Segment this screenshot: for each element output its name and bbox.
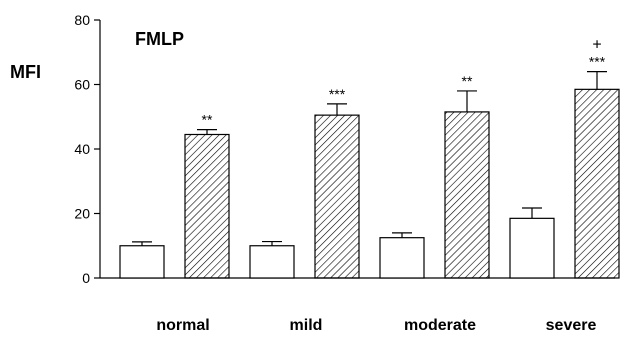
y-axis-label: MFI: [10, 62, 41, 82]
y-tick-label-40: 40: [74, 141, 90, 157]
category-label-normal: normal: [156, 317, 209, 334]
extra-mark-severe: +: [592, 37, 601, 54]
y-tick-label-0: 0: [82, 270, 90, 286]
category-labels: normal mild moderate severe: [156, 317, 596, 334]
bar-severe-hatched: [574, 88, 620, 279]
category-label-mild: mild: [290, 317, 323, 334]
chart-title: FMLP: [135, 29, 184, 49]
y-tick-label-20: 20: [74, 206, 90, 222]
bars-group: **********+: [119, 37, 620, 279]
significance-normal: **: [202, 112, 213, 128]
bar-moderate-plain: [379, 237, 425, 279]
bar-normal-hatched: [184, 133, 230, 279]
significance-mild: ***: [329, 86, 346, 102]
category-label-moderate: moderate: [404, 317, 476, 334]
y-tick-label-80: 80: [74, 12, 90, 28]
bar-mild-hatched: [314, 114, 360, 279]
significance-moderate: **: [462, 73, 473, 89]
category-label-severe: severe: [546, 317, 597, 334]
bar-mild-plain: [249, 245, 295, 279]
significance-severe: ***: [589, 54, 606, 70]
bar-normal-plain: [119, 245, 165, 279]
y-tick-label-60: 60: [74, 77, 90, 93]
bar-severe-plain: [509, 217, 555, 279]
y-axis-ticks: 0 20 40 60 80: [74, 12, 100, 286]
bar-moderate-hatched: [444, 111, 490, 279]
